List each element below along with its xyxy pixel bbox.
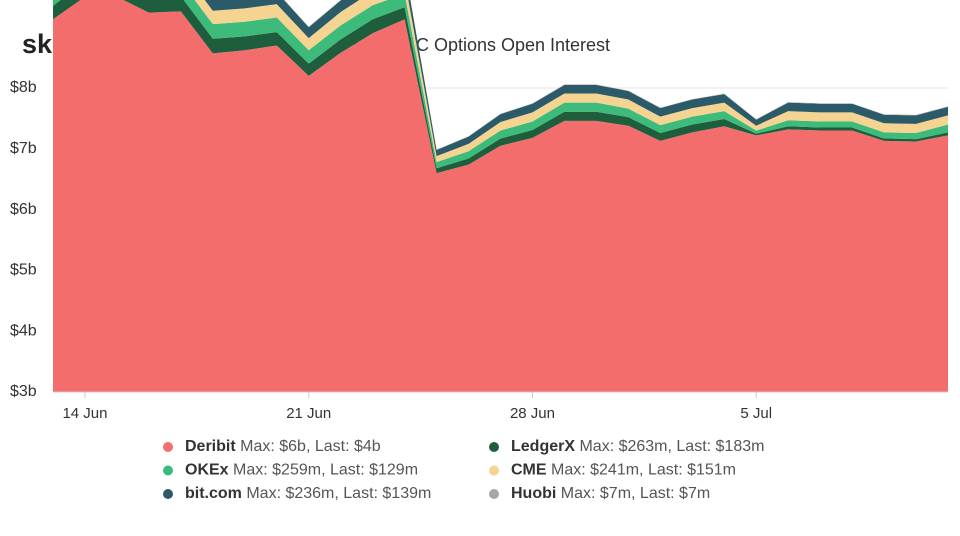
- legend-note: Max: $241m, Last: $151m: [551, 462, 736, 479]
- legend-entry: Huobi Max: $7m, Last: $7m: [511, 485, 710, 502]
- legend-note: Max: $259m, Last: $129m: [233, 462, 418, 479]
- area: [194, 0, 948, 163]
- legend-name: bit.com: [185, 485, 242, 502]
- legend-entry: CME Max: $241m, Last: $151m: [511, 462, 736, 479]
- legend-note: Max: $263m, Last: $183m: [579, 438, 764, 455]
- legend-name: OKEx: [185, 462, 229, 479]
- area: [53, 0, 948, 392]
- legend-note: Max: $6b, Last: $4b: [240, 438, 381, 455]
- legend-entry: LedgerX Max: $263m, Last: $183m: [511, 438, 764, 455]
- legend-entry: Deribit Max: $6b, Last: $4b: [185, 438, 381, 455]
- legend-marker: [163, 489, 173, 499]
- legend-name: LedgerX: [511, 438, 575, 455]
- area: [53, 0, 948, 174]
- legend-name: Huobi: [511, 485, 556, 502]
- y-tick-label: $3b: [10, 383, 37, 400]
- legend-marker: [163, 465, 173, 476]
- legend-marker: [163, 442, 173, 452]
- legend-name: Deribit: [185, 438, 236, 455]
- legend-note: Max: $236m, Last: $139m: [246, 485, 431, 502]
- legend-entry: OKEx Max: $259m, Last: $129m: [185, 462, 418, 479]
- x-tick-label: 28 Jun: [510, 405, 555, 422]
- legend-entry: bit.com Max: $236m, Last: $139m: [185, 485, 431, 502]
- x-tick-label: 5 Jul: [740, 405, 772, 422]
- area: [204, 0, 948, 157]
- y-tick-label: $4b: [10, 322, 37, 339]
- legend-marker: [489, 465, 499, 476]
- x-tick-label: 21 Jun: [286, 405, 331, 422]
- legend-note: Max: $7m, Last: $7m: [561, 485, 710, 502]
- area: [53, 0, 948, 169]
- y-tick-label: $5b: [10, 262, 37, 279]
- y-tick-label: $7b: [10, 140, 37, 157]
- legend-marker: [489, 442, 499, 452]
- y-tick-label: $8b: [10, 79, 37, 96]
- y-tick-label: $6b: [10, 201, 37, 218]
- legend-name: CME: [511, 462, 547, 479]
- legend-marker: [489, 489, 499, 499]
- x-tick-label: 14 Jun: [62, 405, 107, 422]
